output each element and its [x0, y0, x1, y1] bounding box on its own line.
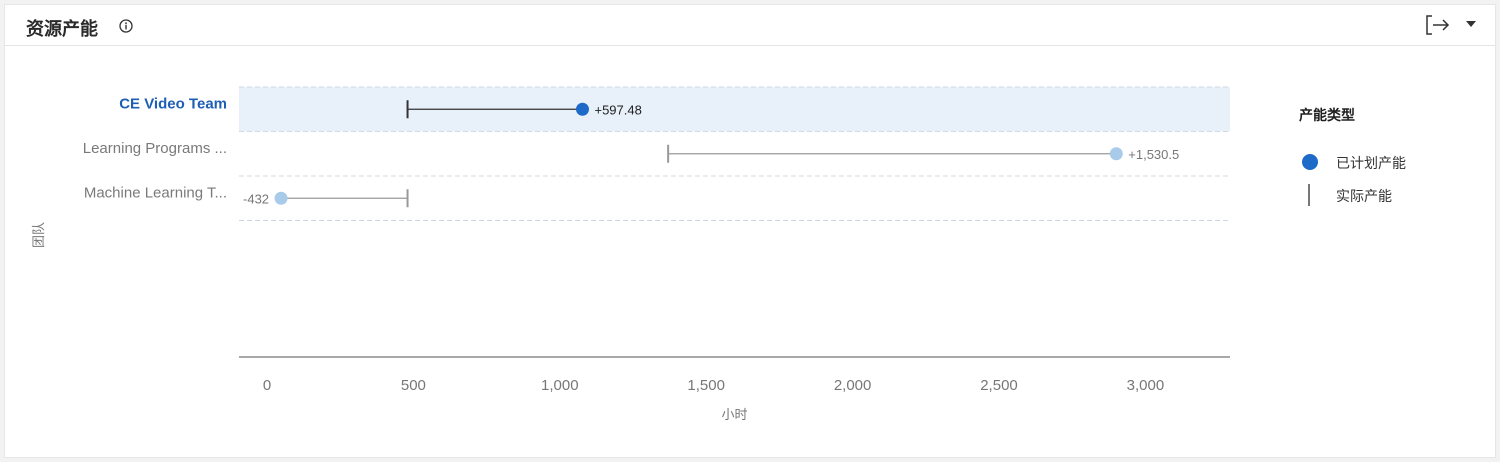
x-tick-label: 1,500 — [687, 377, 725, 394]
planned-capacity-dot[interactable] — [274, 191, 288, 205]
x-tick-label: 0 — [263, 377, 271, 394]
x-tick-label: 2,000 — [834, 377, 872, 394]
selected-row-band — [239, 87, 1230, 132]
x-tick-label: 2,500 — [980, 377, 1018, 394]
card-title: 资源产能 — [26, 19, 98, 40]
chart-legend: 产能类型 已计划产能 实际产能 — [1299, 105, 1406, 206]
planned-dot-icon — [1302, 154, 1318, 170]
capacity-dumbbell-chart: CE Video Team +597.48 Learning Programs ..… — [31, 86, 1230, 422]
x-axis-label: 小时 — [721, 407, 747, 422]
card-header: 资源产能 — [5, 5, 1495, 46]
resource-capacity-card: 资源产能 CE Video Team +597.48 Learning Progra… — [4, 4, 1496, 458]
info-circle-icon[interactable] — [119, 19, 133, 33]
y-axis-label: 团队 — [31, 222, 46, 248]
export-icon[interactable] — [1425, 13, 1451, 37]
legend-actual-label: 实际产能 — [1336, 189, 1392, 205]
diff-data-label: +597.48 — [594, 102, 641, 117]
planned-capacity-dot[interactable] — [575, 102, 589, 116]
team-label: Learning Programs ... — [83, 140, 227, 157]
diff-data-label: -432 — [243, 191, 269, 206]
team-label: CE Video Team — [119, 95, 227, 112]
actual-bar-icon — [1308, 184, 1310, 206]
x-tick-label: 500 — [401, 377, 426, 394]
team-label: Machine Learning T... — [84, 184, 227, 201]
diff-data-label: +1,530.5 — [1128, 147, 1179, 162]
legend-planned-label: 已计划产能 — [1336, 156, 1406, 172]
x-tick-label: 1,000 — [541, 377, 579, 394]
planned-capacity-dot[interactable] — [1109, 147, 1123, 161]
x-tick-label: 3,000 — [1127, 377, 1165, 394]
legend-title: 产能类型 — [1299, 108, 1355, 124]
caret-down-icon[interactable] — [1464, 17, 1478, 31]
